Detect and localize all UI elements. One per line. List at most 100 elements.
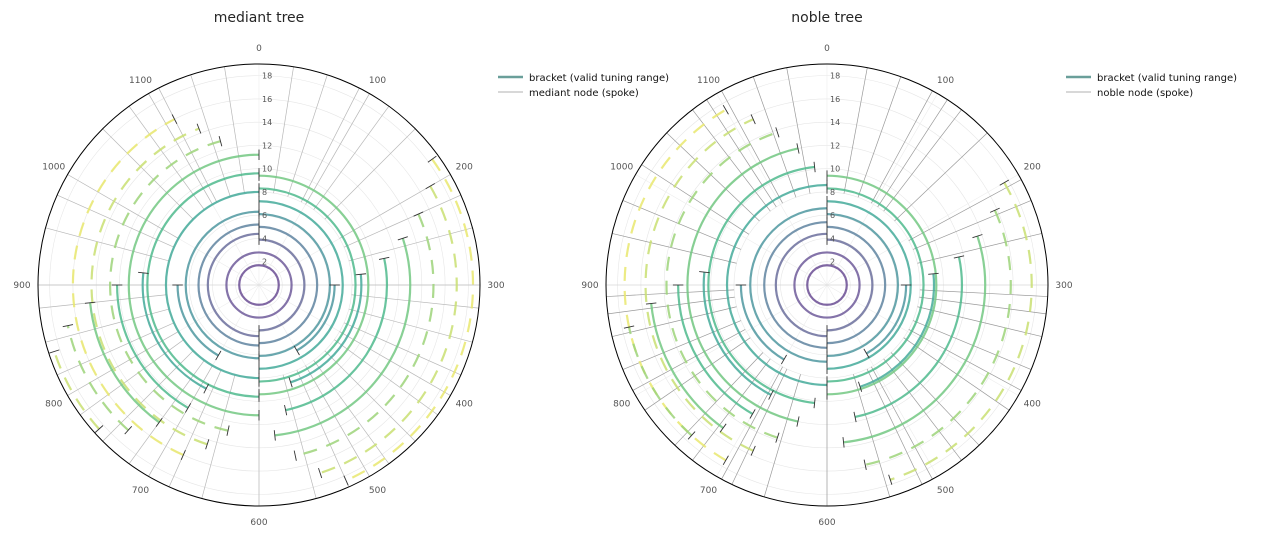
bracket-arc	[702, 271, 772, 396]
node-spoke	[102, 128, 194, 220]
node-spoke	[45, 308, 170, 343]
bracket-arc	[763, 221, 828, 349]
node-spoke	[282, 374, 317, 499]
angular-gridline	[635, 284, 828, 396]
node-spoke	[917, 306, 1042, 337]
node-tick	[49, 349, 60, 354]
bracket-arc	[295, 213, 435, 457]
angular-tick-label: 100	[937, 76, 954, 86]
node-spoke	[721, 90, 783, 204]
node-spoke	[908, 179, 1022, 241]
polar-panel-1: 2 4 6 8 10 12 14 16 18 0 100 200 300 400 500 600 700 800 9…	[13, 10, 669, 528]
node-spoke	[168, 369, 222, 488]
bracket-arc	[225, 251, 293, 319]
node-tick	[84, 301, 96, 304]
node-spoke	[674, 352, 764, 446]
angular-tick-label: 200	[456, 163, 473, 173]
node-tick	[989, 207, 1000, 213]
angular-tick-label: 0	[256, 44, 262, 54]
bracket-arc	[826, 225, 887, 345]
node-tick	[203, 383, 209, 394]
angular-tick-label: 1000	[42, 163, 65, 173]
node-spoke	[917, 233, 1042, 264]
node-spoke	[324, 350, 416, 442]
node-spoke	[786, 67, 811, 194]
radial-tick-label: 8	[830, 188, 835, 197]
node-spoke	[324, 128, 416, 220]
radial-tick-label: 12	[830, 141, 840, 150]
node-spoke	[883, 358, 962, 461]
node-tick	[171, 114, 178, 125]
node-tick	[138, 271, 149, 274]
node-tick	[623, 325, 635, 329]
bracket-arc	[826, 238, 874, 332]
radial-tick-label: 10	[262, 165, 272, 174]
node-tick	[719, 423, 727, 433]
node-spoke	[343, 194, 462, 248]
bracket-arc	[127, 153, 260, 417]
node-spoke	[706, 99, 777, 208]
bracket-arc	[285, 258, 389, 412]
node-spoke	[632, 329, 746, 391]
bracket-arc	[115, 284, 189, 409]
node-spoke	[763, 374, 801, 497]
node-tick	[293, 345, 300, 356]
radial-tick-label: 8	[262, 188, 267, 197]
node-spoke	[903, 337, 1010, 411]
radial-tick-label: 6	[262, 211, 267, 220]
node-spoke	[612, 233, 737, 264]
chart-title: mediant tree	[214, 10, 305, 26]
node-spoke	[612, 306, 737, 337]
node-tick	[343, 475, 349, 486]
bracket-arc	[274, 237, 412, 437]
node-tick	[858, 381, 863, 392]
bracket-arc	[258, 174, 370, 396]
node-spoke	[296, 369, 350, 488]
node-spoke	[39, 294, 167, 309]
bracket-arc	[889, 182, 1033, 481]
node-tick	[205, 439, 210, 450]
bracket-arc	[296, 284, 336, 352]
node-tick	[722, 104, 729, 115]
node-spoke	[343, 322, 462, 376]
node-tick	[768, 389, 774, 400]
node-tick	[999, 179, 1010, 186]
node-tick	[687, 431, 696, 440]
radial-tick-label: 6	[830, 211, 835, 220]
node-tick	[226, 425, 230, 436]
bracket-arc	[793, 251, 861, 319]
angular-tick-label: 1100	[697, 76, 720, 86]
node-spoke	[890, 352, 980, 446]
node-spoke	[731, 368, 788, 485]
node-tick	[813, 397, 816, 409]
bracket-arc	[826, 212, 900, 358]
node-spoke	[622, 320, 742, 370]
angular-tick-label: 600	[250, 518, 267, 528]
bracket-arc	[774, 232, 828, 338]
angular-tick-label: 500	[937, 486, 954, 496]
radial-tick-label: 10	[830, 165, 840, 174]
bracket-arc	[826, 187, 925, 383]
bracket-arc	[53, 351, 100, 430]
node-spoke	[287, 74, 328, 197]
node-tick	[397, 236, 408, 241]
node-spoke	[866, 368, 923, 485]
bracket-arc	[677, 284, 754, 415]
bracket-arc	[865, 284, 908, 355]
angular-tick-label: 300	[487, 281, 504, 291]
bracket-arc	[806, 264, 848, 306]
node-tick	[750, 114, 756, 125]
node-spoke	[894, 132, 988, 222]
node-spoke	[853, 374, 891, 497]
node-tick	[888, 474, 893, 485]
node-spoke	[912, 320, 1032, 370]
angular-tick-label: 1100	[129, 76, 152, 86]
angular-tick-label: 900	[581, 281, 598, 291]
node-spoke	[348, 308, 473, 343]
node-spoke	[158, 87, 218, 203]
radial-tick-label: 2	[262, 258, 267, 267]
node-spoke	[201, 374, 236, 499]
angular-gridline	[635, 174, 828, 286]
node-spoke	[721, 366, 783, 480]
